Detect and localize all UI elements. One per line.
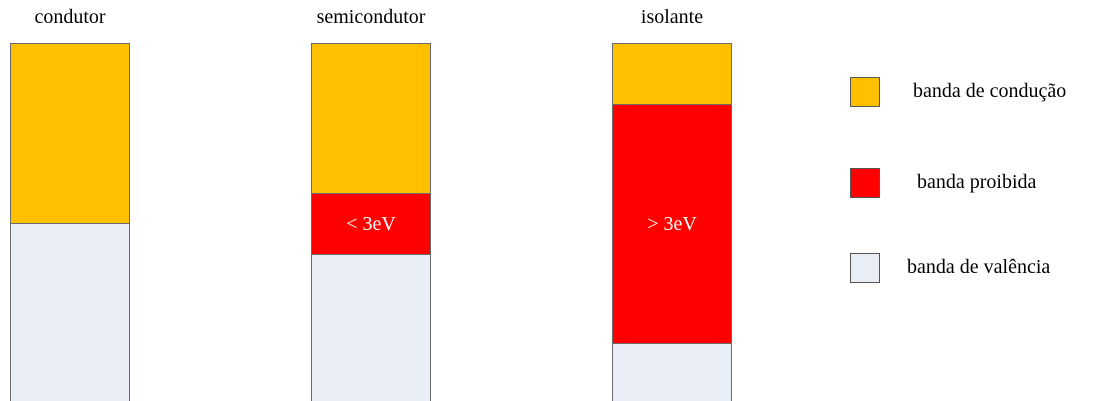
band-column-isolante: > 3eV	[612, 43, 732, 401]
column-title-condutor: condutor	[34, 6, 106, 28]
column-title-semicondutor: semicondutor	[316, 6, 426, 28]
conduction-band	[11, 44, 129, 223]
forbidden-band: < 3eV	[312, 193, 430, 254]
forbidden-band: > 3eV	[613, 104, 731, 343]
gap-energy-label: < 3eV	[346, 213, 396, 235]
band-column-condutor	[10, 43, 130, 401]
band-column-semicondutor: < 3eV	[311, 43, 431, 401]
valence-band	[11, 223, 129, 401]
conduction-band	[613, 44, 731, 104]
valence-band	[613, 343, 731, 401]
legend-swatch-conduction	[850, 77, 880, 107]
legend-item-valence: banda de valência	[850, 253, 1120, 283]
legend-swatch-forbidden	[850, 168, 880, 198]
valence-band	[312, 254, 430, 401]
legend-item-forbidden: banda proibida	[850, 168, 1120, 198]
legend-label-conduction: banda de condução	[913, 80, 1067, 102]
gap-energy-label: > 3eV	[647, 213, 697, 235]
legend-label-forbidden: banda proibida	[917, 171, 1037, 193]
column-title-isolante: isolante	[640, 6, 704, 28]
legend-swatch-valence	[850, 253, 880, 283]
legend-item-conduction: banda de condução	[850, 77, 1120, 107]
legend-label-valence: banda de valência	[907, 256, 1051, 278]
conduction-band	[312, 44, 430, 193]
